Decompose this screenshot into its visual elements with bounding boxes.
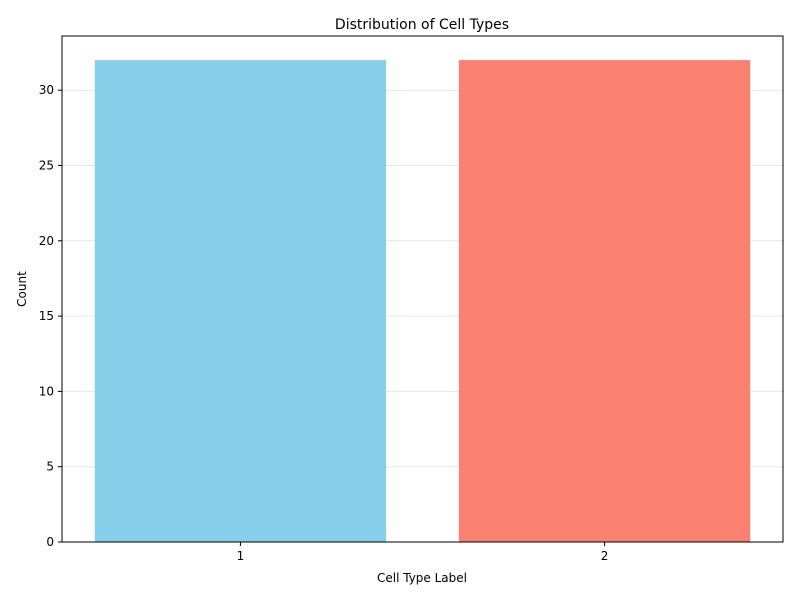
y-tick-label: 30 [39, 83, 54, 97]
y-tick-label: 20 [39, 234, 54, 248]
y-tick-label: 0 [46, 535, 54, 549]
y-tick-label: 25 [39, 159, 54, 173]
chart-title: Distribution of Cell Types [335, 17, 509, 33]
plot-frame [61, 35, 784, 543]
ticks-layer: 0 5 10 15 20 25 30 1 2 [39, 83, 609, 563]
bar-1 [94, 60, 387, 542]
bar-2 [458, 60, 751, 542]
y-tick-label: 10 [39, 384, 54, 398]
y-tick-label: 5 [46, 460, 54, 474]
bars-layer [94, 60, 751, 542]
x-tick-label: 1 [237, 549, 245, 563]
y-tick-label: 15 [39, 309, 54, 323]
x-tick-label: 2 [601, 549, 609, 563]
y-axis-label: Count [15, 271, 29, 307]
x-axis-label: Cell Type Label [377, 571, 467, 585]
